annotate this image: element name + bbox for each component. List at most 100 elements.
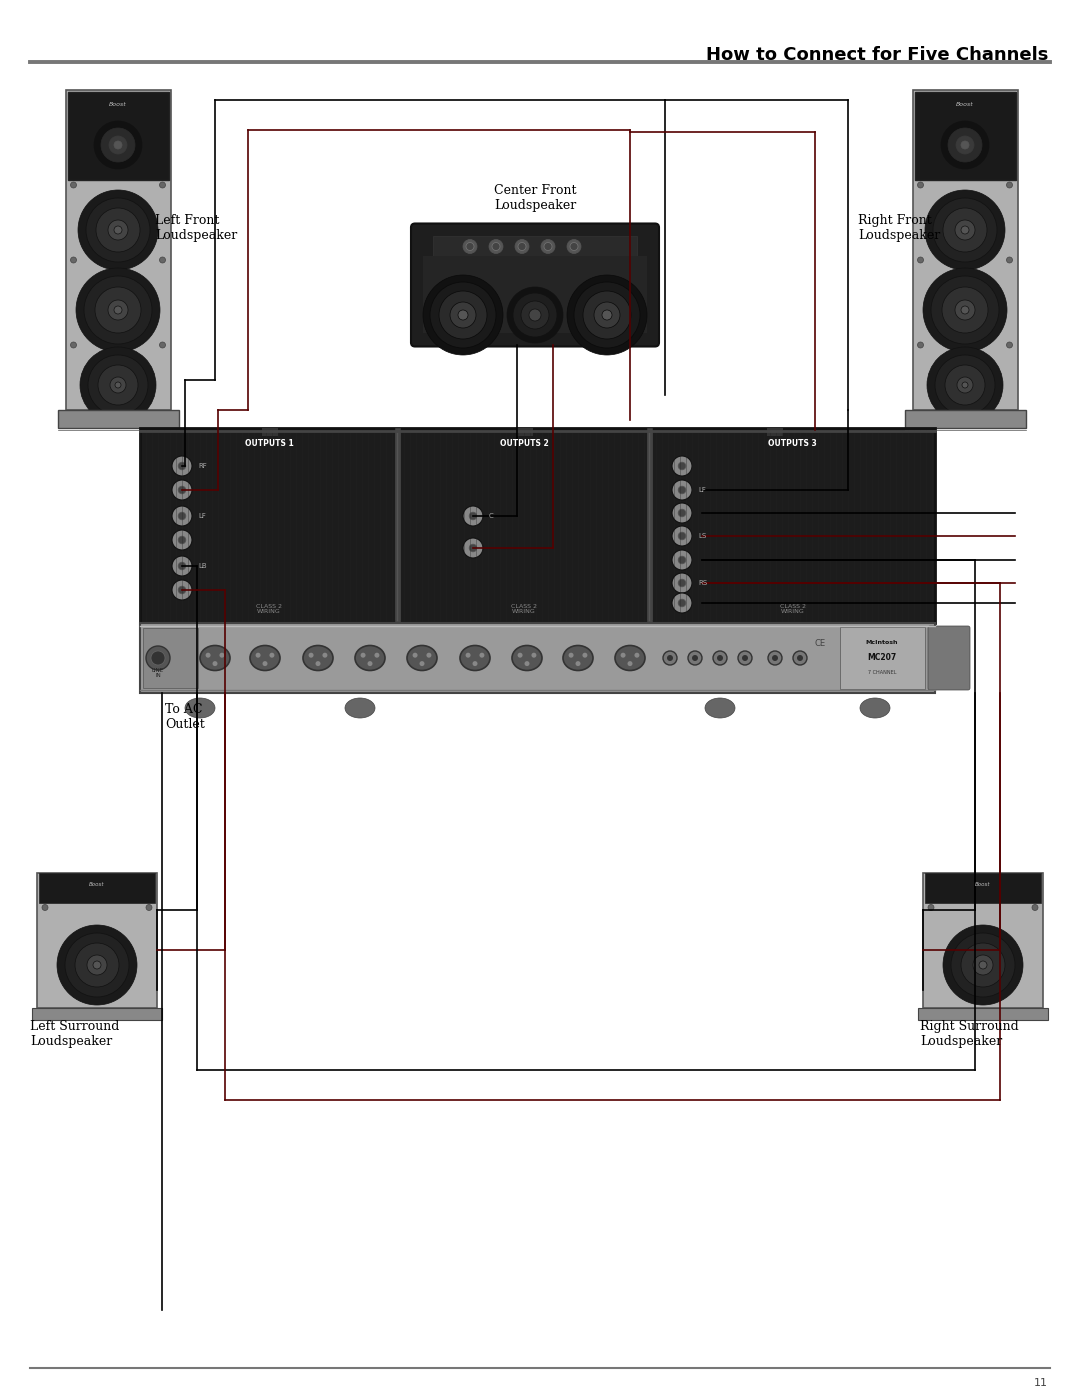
Circle shape [521,300,549,330]
Circle shape [438,291,487,339]
Circle shape [480,652,485,658]
Circle shape [678,486,686,495]
Bar [913,89,1017,409]
Circle shape [518,243,526,250]
Circle shape [1007,257,1013,263]
Circle shape [978,961,987,970]
Bar [647,432,653,620]
Circle shape [667,655,673,661]
Circle shape [688,651,702,665]
Text: RS: RS [698,580,707,585]
Ellipse shape [355,645,384,671]
Circle shape [583,291,631,339]
Circle shape [1007,182,1013,189]
Circle shape [172,455,192,476]
Circle shape [742,655,748,661]
Circle shape [793,651,807,665]
Circle shape [568,652,573,658]
Text: CLASS 2
WIRING: CLASS 2 WIRING [511,604,537,615]
Circle shape [262,661,268,666]
Circle shape [576,661,581,666]
Circle shape [797,655,804,661]
Circle shape [160,342,165,348]
Circle shape [924,190,1005,270]
Circle shape [692,655,698,661]
Bar [905,409,1026,427]
Circle shape [678,556,686,564]
Circle shape [465,652,471,658]
Circle shape [627,661,633,666]
Bar [924,873,1041,902]
Text: Left Surround
Loudspeaker: Left Surround Loudspeaker [30,1020,120,1048]
FancyBboxPatch shape [928,626,970,690]
Bar [67,92,168,180]
Text: CE: CE [814,638,825,647]
Text: Left Front
Loudspeaker: Left Front Loudspeaker [156,214,238,242]
Text: 11: 11 [1034,1377,1048,1389]
Text: Right Surround
Loudspeaker: Right Surround Loudspeaker [920,1020,1018,1048]
Circle shape [602,310,612,320]
Circle shape [928,904,934,911]
Circle shape [172,556,192,576]
Circle shape [943,208,987,251]
Circle shape [713,651,727,665]
Circle shape [86,198,150,263]
Text: LF: LF [198,513,206,520]
Circle shape [956,136,974,154]
Circle shape [672,527,692,546]
Text: Right Front
Loudspeaker: Right Front Loudspeaker [858,214,941,242]
Text: OUTPUTS 1: OUTPUTS 1 [245,439,294,447]
Ellipse shape [615,645,645,671]
Circle shape [76,268,160,352]
Ellipse shape [303,645,333,671]
Circle shape [948,129,982,162]
Circle shape [102,129,135,162]
Bar [840,627,924,689]
Circle shape [98,365,138,405]
Circle shape [634,652,639,658]
Bar [433,236,637,257]
Circle shape [678,532,686,539]
Circle shape [108,300,129,320]
Circle shape [672,573,692,592]
Circle shape [738,651,752,665]
Circle shape [95,286,141,332]
Bar [918,1007,1048,1020]
Circle shape [413,652,418,658]
Circle shape [961,141,969,149]
Circle shape [927,346,1003,423]
Text: LF: LF [698,488,706,493]
Text: How to Connect for Five Channels: How to Connect for Five Channels [705,46,1048,64]
Circle shape [94,122,141,169]
Text: Boost: Boost [956,102,974,108]
Circle shape [178,587,186,594]
Circle shape [507,286,563,344]
Ellipse shape [860,698,890,718]
Text: 7 CHANNEL: 7 CHANNEL [867,671,896,676]
Circle shape [961,306,969,314]
Circle shape [178,562,186,570]
Circle shape [213,661,217,666]
Text: RF: RF [198,462,206,469]
Circle shape [465,243,474,250]
Ellipse shape [705,698,735,718]
Circle shape [309,652,313,658]
Circle shape [573,282,640,348]
Circle shape [463,538,483,557]
Bar [767,427,783,436]
Circle shape [961,226,969,235]
Circle shape [513,293,557,337]
Circle shape [570,243,578,250]
Circle shape [87,956,107,975]
Ellipse shape [345,698,375,718]
Text: C: C [489,513,494,520]
Circle shape [531,652,537,658]
Bar [32,1007,162,1020]
Circle shape [951,933,1015,997]
Circle shape [541,239,555,253]
Circle shape [772,655,778,661]
Bar [66,89,171,409]
Bar [57,409,178,427]
Circle shape [933,198,997,263]
Circle shape [463,506,483,527]
